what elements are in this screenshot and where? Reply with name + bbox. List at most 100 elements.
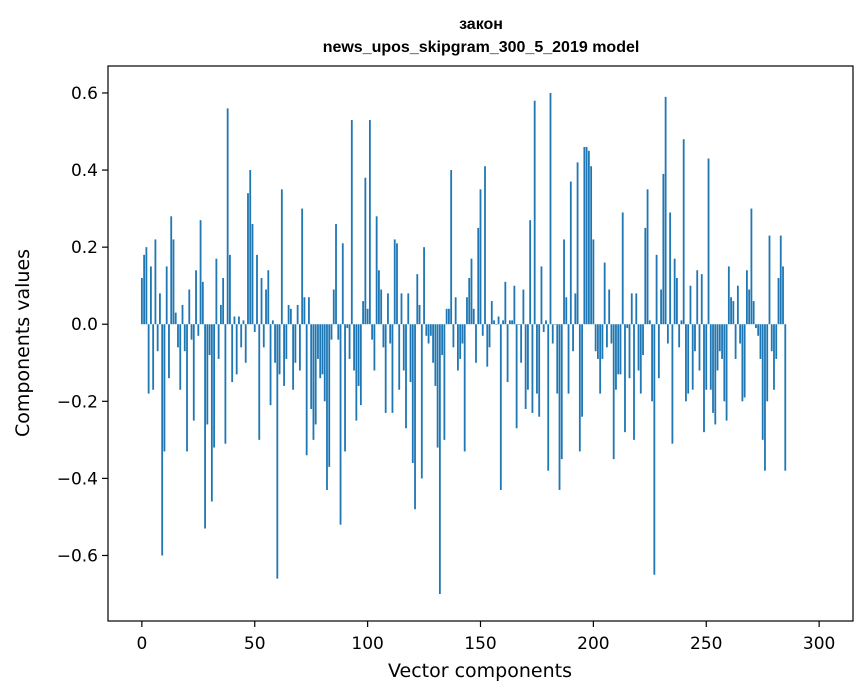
bar	[285, 324, 288, 359]
bar	[678, 324, 681, 348]
bar	[495, 324, 498, 325]
bar	[450, 170, 453, 325]
bar	[405, 324, 407, 429]
chart-title: закон	[459, 16, 503, 33]
bar	[359, 324, 362, 406]
bar	[750, 208, 753, 325]
bar	[391, 324, 394, 413]
bar	[276, 324, 279, 579]
bar	[572, 324, 574, 352]
bar	[378, 270, 380, 325]
bar	[565, 297, 568, 325]
bar	[199, 220, 202, 325]
bar	[739, 324, 742, 344]
bar	[524, 324, 527, 410]
bar	[470, 258, 473, 325]
bar	[477, 227, 480, 325]
bar	[305, 324, 308, 456]
bar	[506, 324, 509, 383]
bar	[777, 277, 780, 325]
bar	[734, 324, 737, 359]
bar	[280, 189, 283, 325]
bar	[664, 96, 667, 325]
bar	[533, 100, 536, 325]
bar	[423, 247, 425, 325]
chart-subtitle: news_upos_skipgram_300_5_2019 model	[323, 39, 640, 56]
bar	[775, 324, 778, 359]
bar	[691, 324, 694, 390]
bar	[567, 324, 570, 394]
bar	[585, 146, 588, 325]
bar	[344, 324, 346, 452]
bar	[748, 289, 751, 325]
bar	[251, 224, 254, 325]
x-tick-label: 150	[464, 634, 496, 654]
bar	[183, 324, 186, 352]
bar	[346, 324, 349, 329]
bar	[425, 324, 428, 336]
bar	[685, 324, 687, 402]
bar	[743, 324, 746, 398]
bar	[461, 324, 464, 344]
bar	[766, 324, 769, 402]
bar	[542, 324, 545, 332]
bar	[382, 324, 385, 348]
bar	[644, 227, 647, 325]
bar	[292, 324, 295, 390]
bar	[217, 324, 220, 359]
bar	[274, 324, 276, 363]
x-tick-label: 0	[136, 634, 147, 654]
bar	[556, 324, 559, 394]
bar	[296, 304, 299, 325]
bar	[703, 324, 705, 433]
bar	[303, 297, 306, 325]
bar	[398, 324, 401, 390]
bar	[156, 324, 159, 352]
y-tick-label: 0.6	[71, 84, 98, 104]
bar	[269, 324, 272, 406]
bar	[551, 324, 554, 344]
bar	[222, 277, 225, 325]
bar	[335, 224, 337, 325]
bar	[513, 285, 516, 325]
bar	[540, 266, 543, 325]
bar	[240, 324, 243, 348]
bar	[610, 324, 613, 344]
bar	[662, 173, 665, 325]
bar	[402, 324, 405, 371]
bar	[229, 254, 231, 325]
bar	[752, 301, 755, 325]
bar	[770, 324, 773, 352]
bar	[389, 324, 392, 344]
bar	[364, 177, 367, 325]
bar	[312, 324, 315, 440]
bar	[741, 324, 744, 402]
bar	[373, 324, 376, 371]
y-tick-label: −0.2	[57, 392, 98, 412]
bar	[700, 274, 703, 325]
bar	[387, 293, 389, 325]
bar	[170, 216, 173, 325]
bar	[357, 324, 360, 386]
bar	[601, 324, 604, 359]
bar	[606, 324, 608, 348]
bar	[350, 119, 353, 325]
bar	[283, 324, 285, 386]
bar	[633, 324, 635, 440]
bar	[479, 189, 482, 325]
bar	[463, 324, 466, 452]
bar	[396, 243, 398, 325]
bar	[152, 324, 155, 390]
bar	[154, 239, 157, 325]
bar	[671, 324, 674, 444]
bar	[486, 324, 489, 367]
bar	[527, 324, 529, 390]
bar	[371, 324, 374, 340]
bar	[624, 324, 626, 433]
bar	[271, 320, 274, 325]
bar	[637, 324, 640, 371]
bar	[278, 324, 281, 375]
bar	[680, 320, 683, 325]
bar	[308, 297, 310, 325]
